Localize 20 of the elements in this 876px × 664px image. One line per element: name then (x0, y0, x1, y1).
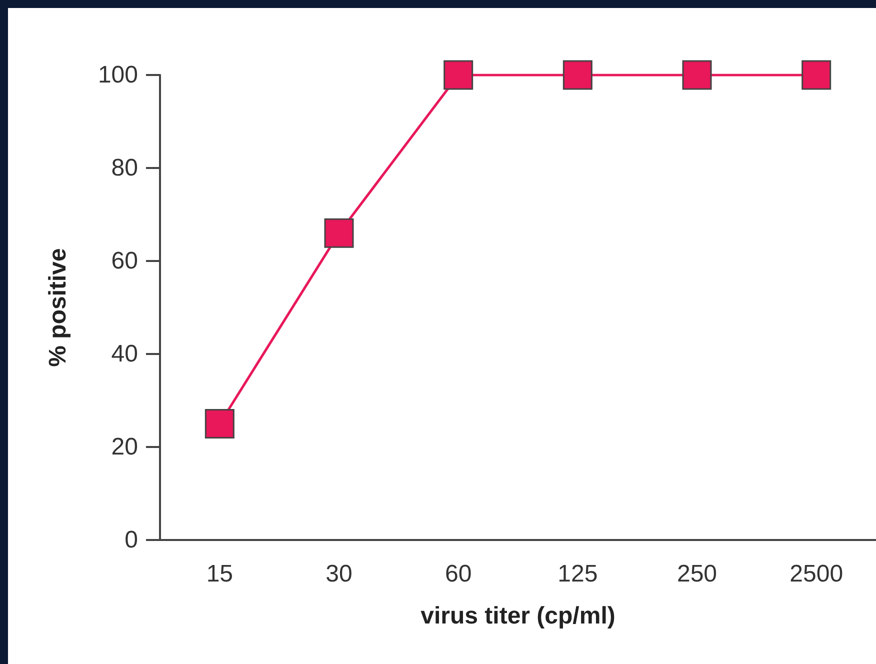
x-tick-label: 30 (326, 560, 352, 588)
point (682, 60, 712, 90)
y-tick-label: 80 (111, 154, 138, 182)
y-axis-title: % positive (44, 248, 72, 367)
point (562, 60, 592, 90)
x-tick-label: 2500 (790, 560, 844, 588)
x-tick-label: 250 (676, 560, 718, 588)
x-tick-label: 60 (444, 560, 472, 588)
y-tick-label: 0 (124, 526, 138, 554)
point (324, 218, 354, 248)
x-tick-label: 125 (558, 560, 598, 588)
x-axis-title: virus titer (cp/ml) (420, 602, 616, 630)
y-tick-label: 60 (111, 248, 138, 274)
point (802, 60, 832, 90)
point (204, 409, 234, 438)
y-tick-label: 40 (111, 340, 138, 368)
y-tick-label: 100 (98, 62, 138, 88)
y-tick-label: 20 (111, 434, 138, 460)
point (444, 60, 474, 90)
x-tick-label: 15 (206, 560, 234, 588)
